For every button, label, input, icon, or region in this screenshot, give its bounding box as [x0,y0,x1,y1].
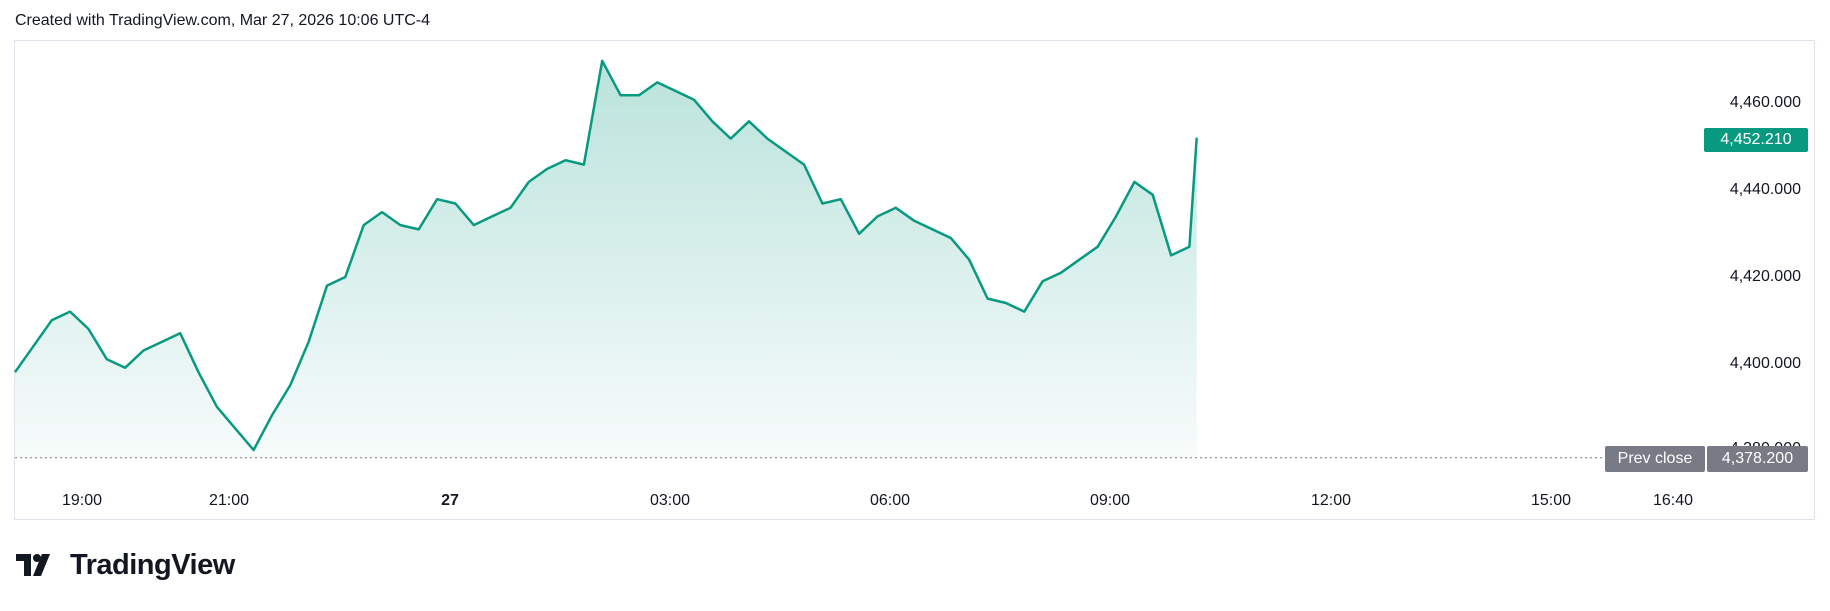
time-axis-label: 09:00 [1089,492,1131,509]
price-line [13,59,1198,452]
time-axis-label: 21:00 [208,492,250,509]
price-axis-label: 4,440.000 [1729,181,1801,198]
tradingview-wordmark: TradingView [70,548,235,581]
prev-close-value: 4,378.200 [1707,446,1808,472]
chart-header-title: Created with TradingView.com, Mar 27, 20… [15,12,431,29]
time-axis-label: 06:00 [869,492,911,509]
price-area-fill [15,60,1197,458]
time-axis-label: 03:00 [649,492,691,509]
time-axis-label: 12:00 [1310,492,1352,509]
time-axis-label: 16:40 [1652,492,1694,509]
price-axis-label: 4,400.000 [1729,355,1801,372]
price-axis-label: 4,420.000 [1729,268,1801,285]
last-price-badge: 4,452.210 [1704,128,1808,152]
time-axis-label: 27 [441,492,459,509]
prev-close-tag: Prev close [1605,446,1705,472]
price-axis-label: 4,460.000 [1729,94,1801,111]
chart-frame [14,40,1815,520]
time-axis-label: 19:00 [61,492,103,509]
tradingview-brand[interactable]: TradingView [16,547,235,583]
tradingview-logo-icon [16,554,50,576]
time-axis-label: 15:00 [1530,492,1572,509]
